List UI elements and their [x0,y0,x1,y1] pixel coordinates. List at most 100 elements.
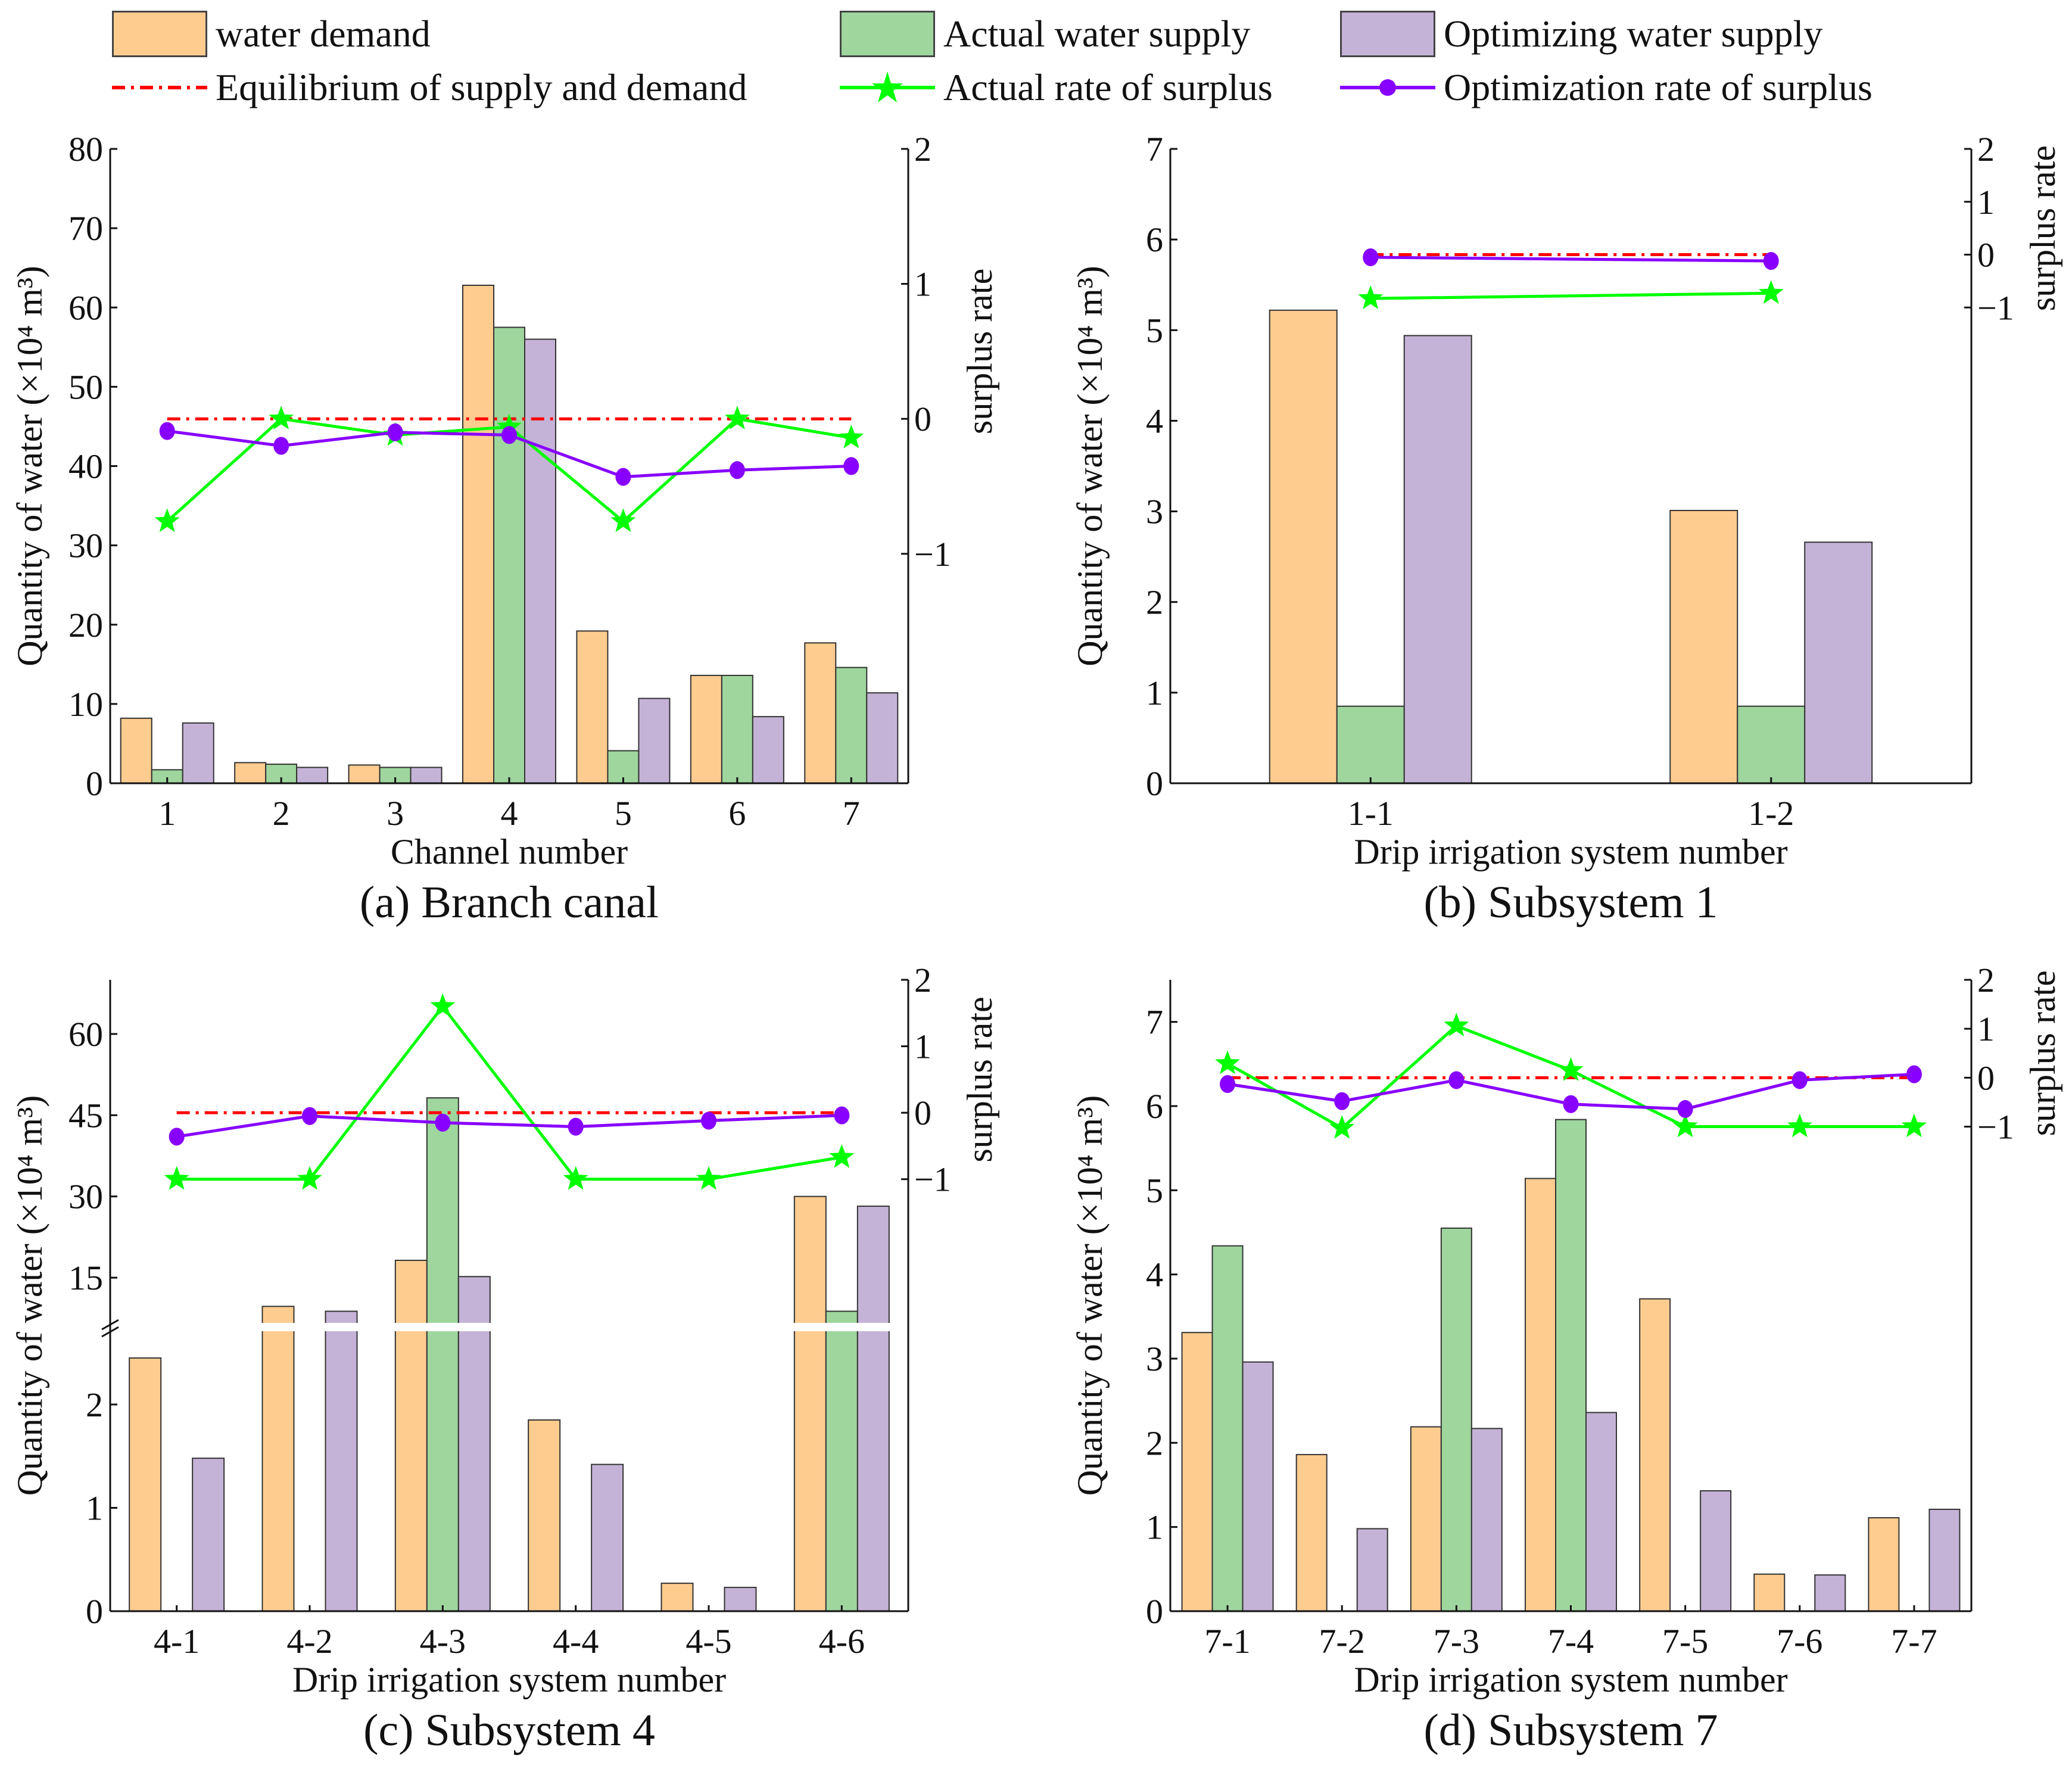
chart-panel-a: 0 10 20 30 40 50 60 70 80 −1 0 1 2 1 2 3 4 5 6 7 Channel num… [10,130,999,927]
x-tick-label: 2 [273,794,290,833]
axis-break-gap [111,1323,908,1331]
star-marker [269,406,294,429]
star-marker [563,1166,588,1190]
bar-optimizing-water-supply [1470,1428,1503,1612]
legend-swatch-optimizing-supply [1340,11,1435,57]
bar-actual-water-supply [721,674,753,784]
chart-legend: water demand Actual water supply Optimiz… [0,0,2072,119]
star-marker [610,508,636,532]
bar-water-demand [1753,1573,1786,1612]
star-marker [1902,1113,1927,1138]
dot-marker [1763,252,1779,270]
y-tick-label: 0 [86,1592,103,1631]
bar-water-demand [1181,1332,1213,1612]
bar-optimizing-water-supply [866,692,899,784]
bar-actual-water-supply [426,1097,459,1612]
panel-title: (c) Subsystem 4 [363,1705,655,1755]
y2-tick-label: 2 [914,130,931,169]
y2-axis-label: surplus rate [2023,970,2062,1136]
star-marker [1358,285,1384,309]
bar-actual-water-supply [825,1310,858,1612]
bar-water-demand [1295,1454,1328,1612]
bar-water-demand [1669,510,1738,784]
y-tick-label: 2 [1146,1424,1163,1462]
panel-title: (b) Subsystem 1 [1424,877,1718,927]
y-tick-label: 80 [68,130,103,169]
dot-marker [615,468,631,486]
bar-water-demand [804,642,837,784]
dot-marker [843,457,859,475]
dot-marker [1791,1071,1808,1089]
y-tick-label: 0 [1146,764,1163,803]
y-tick-label: 60 [68,1015,103,1054]
x-tick-label: 7-6 [1777,1622,1822,1661]
bar-optimizing-water-supply [724,1587,757,1612]
legend-label: Equilibrium of supply and demand [216,66,747,108]
bar-optimizing-water-supply [856,1206,890,1612]
x-tick-label: 6 [728,794,746,833]
bar-actual-water-supply [835,667,868,784]
bar-actual-water-supply [1336,705,1405,784]
bar-optimizing-water-supply [1804,541,1873,784]
bar-water-demand [1525,1178,1556,1612]
bar-water-demand [1639,1298,1671,1612]
y2-axis-label: surplus rate [2023,145,2062,311]
y-tick-label: 7 [1146,130,1163,169]
panel-title: (a) Branch canal [360,877,659,927]
dot-line-icon [1340,79,1435,96]
star-marker [1215,1050,1240,1075]
chart-panel-c: 0 1 2 15 30 45 60 −1 0 1 2 4-1 4-2 4-3 4-4 4-5 4-6 Drip i… [10,961,999,1755]
star-marker [297,1166,322,1190]
x-tick-label: 7-2 [1319,1622,1365,1661]
bar-optimizing-water-supply [1403,335,1472,784]
star-marker [1672,1113,1698,1138]
bar-optimizing-water-supply [325,1310,358,1612]
x-axis-label: Drip irrigation system number [1354,1660,1787,1699]
x-tick-label: 7 [843,794,860,833]
y-tick-label: 1 [86,1488,103,1527]
dot-marker [701,1111,716,1130]
x-tick-label: 4-3 [420,1622,466,1661]
bar-water-demand [120,717,152,784]
line-optimization-rate-of-surplus [176,1114,842,1138]
dot-marker [435,1113,451,1132]
x-tick-label: 7-4 [1548,1622,1594,1661]
star-marker [839,424,864,449]
y-axis-label: Quantity of water (×10⁴ m³) [1070,1095,1110,1496]
dot-marker [1363,248,1379,266]
star-marker [1329,1115,1355,1139]
bar-optimizing-water-supply [638,697,671,784]
x-tick-label: 7-1 [1204,1622,1250,1661]
y-axis-label: Quantity of water (×10⁴ m³) [10,266,49,667]
y2-tick-label: −1 [914,1160,951,1199]
bar-water-demand [1410,1426,1442,1612]
x-axis-label: Channel number [391,832,628,871]
y-tick-label: 10 [68,685,103,724]
dot-marker [1448,1071,1465,1089]
y2-tick-label: 1 [1977,183,1995,222]
y2-tick-label: 0 [1977,1058,1995,1097]
legend-label: Optimization rate of surplus [1444,66,1872,108]
legend-label: Optimizing water supply [1444,13,1823,55]
x-axis-label: Drip irrigation system number [292,1660,726,1699]
legend-item-water-demand: water demand [112,11,431,57]
star-marker [1787,1113,1812,1138]
legend-label: water demand [216,13,431,55]
star-marker [696,1166,721,1190]
bar-actual-water-supply [1555,1119,1587,1612]
bar-optimizing-water-supply [1356,1528,1388,1612]
y2-axis-label: surplus rate [960,996,999,1162]
bar-optimizing-water-supply [192,1458,225,1612]
y-tick-label: 1 [1146,674,1163,712]
y-tick-label: 30 [68,1178,103,1216]
y-tick-label: 0 [1146,1592,1163,1631]
x-tick-label: 7-3 [1434,1622,1479,1661]
y-tick-label: 30 [68,527,103,565]
x-tick-label: 4-2 [286,1622,332,1661]
bar-optimizing-water-supply [1242,1361,1274,1612]
y-tick-label: 3 [1146,1340,1163,1378]
dot-marker [1677,1100,1693,1118]
bar-optimizing-water-supply [296,767,329,784]
y2-tick-label: 2 [1977,130,1995,169]
dot-marker [169,1128,185,1146]
